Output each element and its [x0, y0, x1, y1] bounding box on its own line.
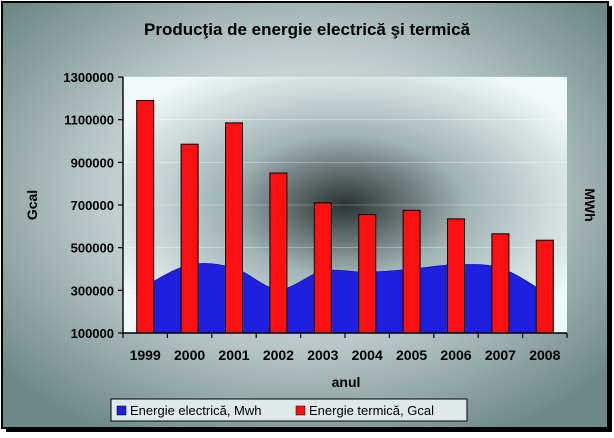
bar-2002: [270, 173, 287, 333]
y-tick-label: 700000: [71, 198, 114, 213]
y-tick-label: 300000: [71, 283, 114, 298]
bar-2005: [403, 210, 420, 333]
y-axis-label-right: MWh: [582, 188, 598, 221]
x-tick-label: 2006: [440, 347, 471, 363]
bar-2008: [536, 240, 553, 333]
legend-swatch-electric: [117, 406, 126, 415]
y-axis-label: Gcal: [24, 190, 40, 220]
x-tick-label: 2005: [396, 347, 427, 363]
x-tick-label: 2000: [174, 347, 205, 363]
chart-title: Producţia de energie electrică şi termic…: [144, 20, 471, 39]
area-electric: [145, 263, 545, 333]
x-tick-label: 1999: [130, 347, 161, 363]
bar-2004: [359, 215, 376, 333]
x-tick-label: 2002: [263, 347, 294, 363]
outer-shadow-bottom: [6, 428, 612, 432]
legend-label-electric: Energie electrică, Mwh: [130, 403, 262, 418]
bar-2000: [181, 144, 198, 333]
x-axis-label: anul: [332, 374, 361, 390]
x-tick-label: 2001: [218, 347, 249, 363]
y-tick-label: 900000: [71, 155, 114, 170]
y-tick-label: 100000: [71, 326, 114, 341]
y-tick-label: 1300000: [63, 70, 114, 85]
bar-2001: [226, 123, 243, 333]
y-tick-label: 1100000: [64, 113, 114, 128]
x-tick-label: 2007: [485, 347, 516, 363]
outer-shadow: [608, 6, 612, 430]
bar-2006: [448, 219, 465, 333]
y-tick-label: 500000: [71, 241, 114, 256]
x-tick-label: 2008: [529, 347, 560, 363]
area-series: [145, 263, 545, 333]
bar-2003: [314, 203, 331, 333]
x-tick-label: 2004: [352, 347, 383, 363]
bar-1999: [137, 100, 154, 333]
x-tick-label: 2003: [307, 347, 338, 363]
legend: Energie electrică, Mwh Energie termică, …: [111, 399, 467, 421]
bar-2007: [492, 234, 509, 333]
legend-swatch-thermal: [296, 406, 305, 415]
legend-label-thermal: Energie termică, Gcal: [309, 403, 434, 418]
